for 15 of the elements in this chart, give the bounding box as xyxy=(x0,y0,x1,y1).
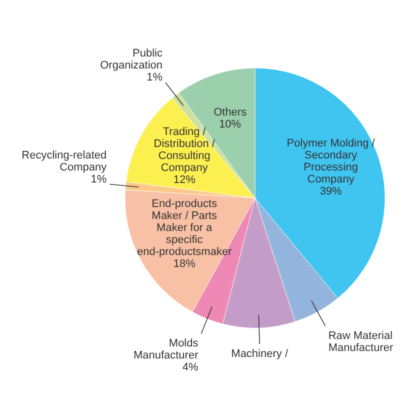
slice-label: Others xyxy=(214,106,248,118)
slice-label: Public Organization xyxy=(100,48,164,72)
data-label: 12% xyxy=(173,174,196,186)
data-label: 4% xyxy=(182,362,198,374)
data-label: 1% xyxy=(146,72,163,84)
slice-label: End-products Maker / Parts Maker for a specific end-productsmaker xyxy=(136,198,232,258)
slice-label: Trading / Distribution / Consulting Company xyxy=(154,126,216,174)
data-label: 10% xyxy=(219,118,242,130)
slice-label: Recycling-related Company xyxy=(22,149,108,174)
slice-label: Raw Material Manufacturer xyxy=(328,330,394,354)
data-label: 39% xyxy=(320,186,342,198)
slice-label: Molds Manufacturer xyxy=(133,338,199,362)
data-label: 1% xyxy=(90,173,107,186)
slice-label: Machinery / xyxy=(231,348,289,360)
data-label: 18% xyxy=(173,258,196,270)
